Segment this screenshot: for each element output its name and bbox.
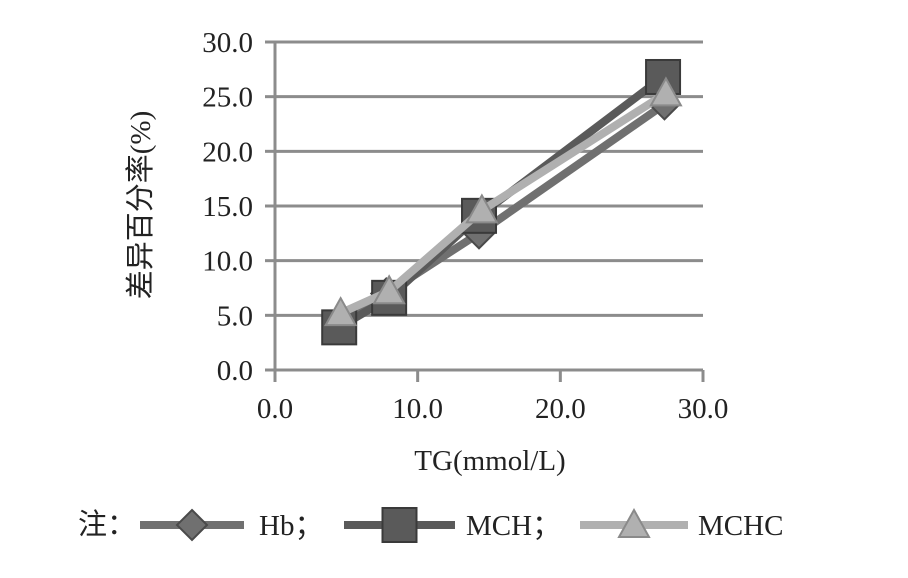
legend-item-mchc: MCHC — [580, 507, 783, 542]
gridlines — [275, 40, 703, 317]
legend-label: MCH； — [466, 510, 561, 542]
legend-marker — [617, 507, 651, 538]
y-tick-label: 30.0 — [202, 27, 253, 59]
data-point — [323, 296, 358, 327]
legend-label: MCHC — [698, 510, 783, 542]
series-line — [338, 90, 669, 317]
legend: 注： Hb； MCH； MCHC — [78, 507, 783, 543]
y-tick-label: 0.0 — [217, 355, 253, 387]
axes — [265, 40, 705, 382]
legend-label: Hb； — [259, 510, 323, 542]
legend-prefix: 注： — [78, 508, 136, 541]
legend-item-hb: Hb； — [140, 508, 323, 542]
y-tick-label: 20.0 — [202, 136, 253, 168]
x-tick-label: 30.0 — [678, 393, 729, 425]
legend-marker — [381, 507, 418, 543]
legend-marker — [175, 508, 209, 542]
data-point — [465, 193, 499, 224]
x-tick-label: 10.0 — [392, 393, 443, 425]
y-tick-label: 25.0 — [202, 82, 253, 114]
legend-item-mch: MCH； — [344, 507, 561, 543]
x-tick-label: 0.0 — [257, 393, 293, 425]
data-point — [372, 274, 406, 305]
y-tick-label: 15.0 — [202, 191, 253, 223]
series-group — [321, 58, 683, 346]
x-axis-title: TG(mmol/L) — [414, 445, 565, 477]
data-point — [649, 76, 683, 107]
x-tick-label: 20.0 — [535, 393, 586, 425]
series-mchc — [323, 76, 683, 327]
y-axis-title: 差异百分率(%) — [124, 111, 157, 299]
tick-labels: 0.0 5.0 10.0 15.0 20.0 25.0 30.0 0.0 10.0 20.0 30.… — [202, 27, 728, 425]
y-tick-label: 5.0 — [217, 300, 253, 332]
y-tick-label: 10.0 — [202, 246, 253, 278]
